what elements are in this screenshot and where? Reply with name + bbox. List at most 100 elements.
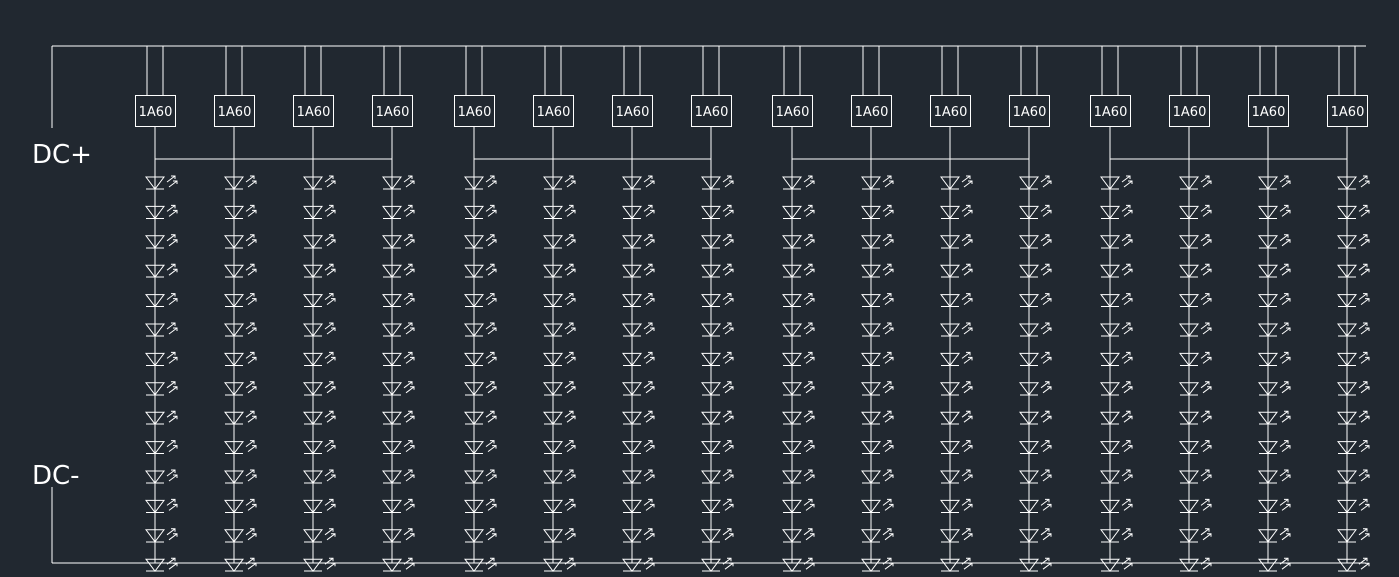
led-icon	[622, 440, 655, 455]
led-arrow	[326, 327, 336, 335]
led-arrow	[324, 469, 334, 477]
driver-label: 1A60	[1252, 105, 1286, 120]
led-triangle	[1179, 499, 1199, 514]
led-triangle	[940, 441, 960, 455]
driver-module: 1A60	[135, 95, 176, 127]
led-arrow	[803, 381, 813, 389]
led-icon	[543, 440, 576, 455]
led-arrow	[405, 445, 415, 452]
led-triangle	[1179, 294, 1199, 308]
led-arrow	[566, 533, 576, 541]
led-arrow	[645, 562, 655, 570]
led-arrow	[487, 239, 497, 247]
led-arrow	[963, 298, 973, 305]
driver-box	[1009, 95, 1050, 127]
led-triangle	[303, 264, 323, 279]
led-icon	[622, 528, 655, 543]
led-triangle	[543, 411, 563, 426]
led-arrow	[1279, 263, 1289, 271]
led-arrow	[403, 557, 413, 565]
led-arrow	[963, 445, 973, 452]
led-icon	[861, 293, 894, 308]
led-icon	[382, 322, 415, 337]
led-triangle	[224, 411, 244, 426]
led-icon	[861, 498, 894, 514]
led-arrow	[1121, 234, 1131, 242]
led-icon	[1337, 263, 1370, 279]
led-triangle	[782, 382, 802, 396]
led-arrow	[643, 498, 653, 506]
led-arrow	[722, 322, 732, 330]
led-triangle	[1019, 411, 1039, 426]
led-arrow	[643, 234, 653, 242]
led-arrow	[882, 204, 892, 212]
led-triangle	[382, 529, 402, 543]
led-icon	[382, 175, 415, 190]
led-triangle	[464, 205, 484, 220]
led-arrow	[166, 204, 176, 212]
led-arrow	[326, 209, 336, 217]
led-arrow	[1279, 528, 1289, 536]
led-icon	[543, 263, 576, 279]
led-arrow	[805, 386, 815, 394]
led-arrow	[564, 498, 574, 506]
led-arrow	[324, 234, 334, 242]
led-arrow	[166, 263, 176, 271]
led-triangle	[1337, 411, 1357, 426]
led-arrow	[485, 498, 495, 506]
led-icon	[303, 293, 336, 308]
dc-positive-label: DC+	[32, 140, 92, 170]
led-icon	[782, 234, 815, 249]
driver-label: 1A60	[1173, 105, 1207, 120]
led-triangle	[940, 323, 960, 337]
led-icon	[464, 263, 497, 279]
led-icon	[145, 528, 178, 543]
led-triangle	[622, 411, 642, 426]
led-arrow	[722, 175, 732, 183]
led-arrow	[1121, 557, 1131, 565]
led-icon	[701, 528, 734, 543]
led-icon	[145, 293, 178, 308]
led-arrow	[485, 440, 495, 447]
driver-module: 1A60	[454, 95, 495, 127]
led-arrow	[168, 298, 178, 305]
led-triangle	[464, 264, 484, 279]
led-triangle	[1258, 441, 1278, 455]
dc-negative-label: DC-	[32, 461, 80, 491]
led-arrow	[1202, 298, 1212, 305]
led-icon	[543, 469, 576, 484]
led-icon	[224, 204, 257, 220]
led-arrow	[803, 440, 813, 447]
led-icon	[543, 410, 576, 426]
led-arrow	[168, 268, 178, 276]
led-triangle	[382, 294, 402, 308]
led-triangle	[1019, 352, 1039, 367]
driver-label: 1A60	[776, 105, 810, 120]
led-triangle	[1179, 352, 1199, 367]
led-arrow	[566, 386, 576, 394]
led-icon	[1258, 410, 1291, 426]
led-triangle	[701, 235, 721, 249]
led-triangle	[303, 323, 323, 337]
led-icon	[782, 528, 815, 543]
led-arrow	[884, 562, 894, 570]
led-triangle	[464, 499, 484, 514]
led-icon	[303, 440, 336, 455]
led-icon	[1179, 498, 1212, 514]
led-triangle	[701, 176, 721, 190]
led-triangle	[701, 411, 721, 426]
driver-module: 1A60	[1090, 95, 1131, 127]
led-arrow	[324, 351, 334, 359]
led-icon	[464, 234, 497, 249]
led-arrow	[805, 445, 815, 452]
led-triangle	[382, 235, 402, 249]
led-arrow	[245, 175, 255, 183]
led-arrow	[1040, 410, 1050, 418]
driver-label: 1A60	[297, 105, 331, 120]
led-arrow	[403, 204, 413, 212]
led-icon	[782, 557, 815, 573]
led-icon	[861, 557, 894, 573]
led-icon	[1179, 322, 1212, 337]
led-icon	[1258, 293, 1291, 308]
led-triangle	[622, 558, 642, 573]
